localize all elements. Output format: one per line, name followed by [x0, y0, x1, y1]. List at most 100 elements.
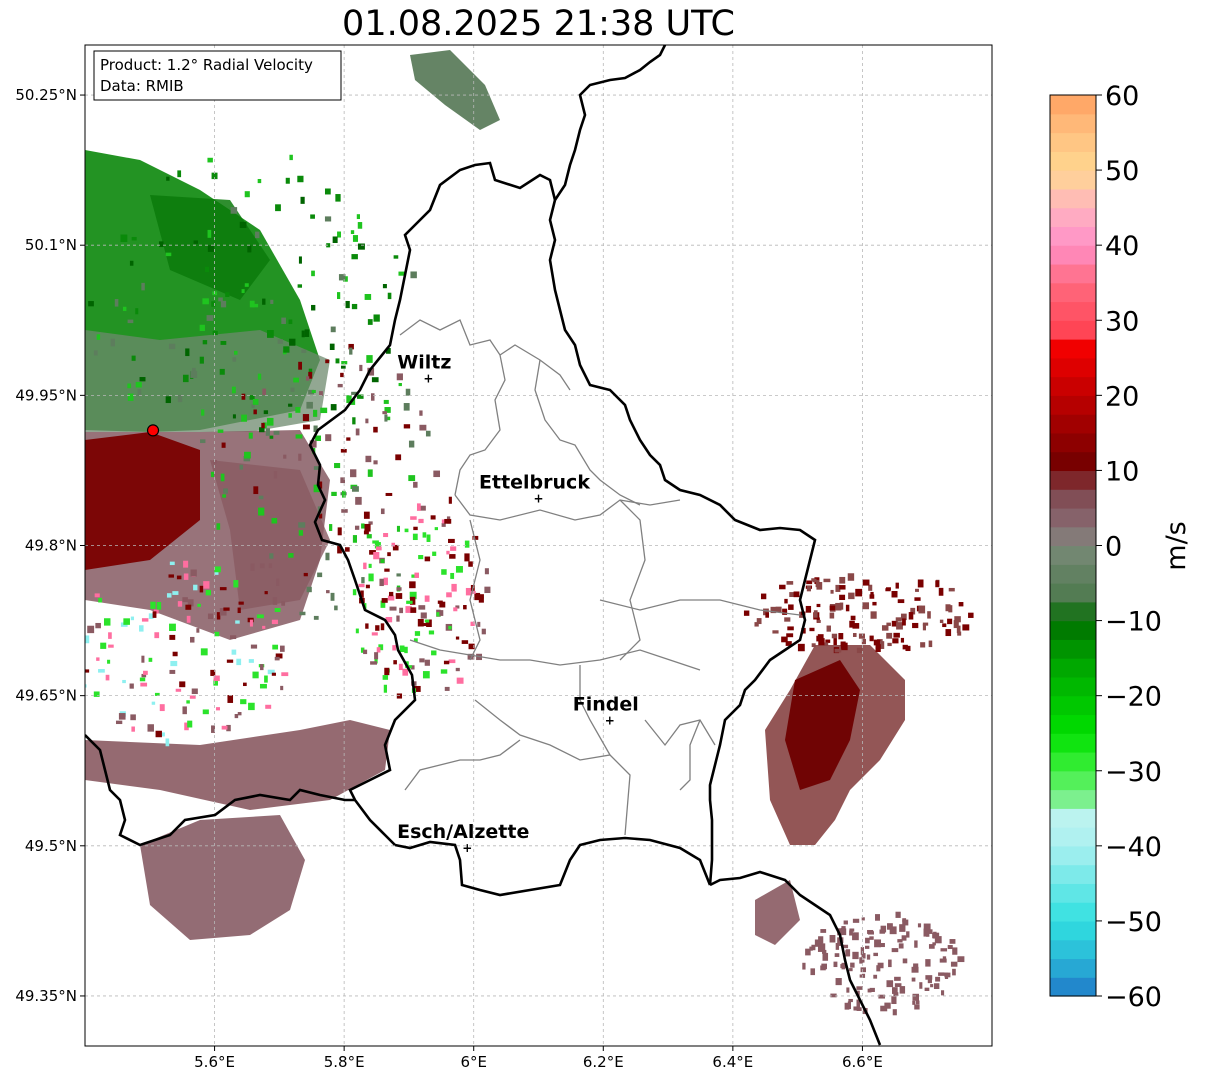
radar-echo-speckle: [301, 349, 307, 354]
radar-echo-speckle: [422, 671, 430, 679]
radar-echo-speckle: [355, 496, 362, 505]
colorbar-block: [1050, 676, 1096, 697]
radar-echo-speckle: [248, 432, 253, 439]
radar-echo-speckle: [303, 572, 308, 577]
colorbar-block: [1050, 451, 1096, 472]
radar-echo-speckle: [806, 580, 813, 585]
radar-echo-speckle: [481, 628, 486, 635]
radar-echo-speckle: [202, 340, 208, 345]
colorbar-block: [1050, 263, 1096, 284]
radar-echo-speckle: [840, 927, 845, 935]
radar-echo-speckle: [410, 665, 415, 670]
colorbar-block: [1050, 489, 1096, 509]
radar-echo-speckle: [265, 704, 272, 709]
radar-echo-speckle: [202, 709, 209, 715]
radar-echo-speckle: [252, 398, 259, 405]
radar-echo-speckle: [399, 607, 404, 614]
colorbar-tick-label: 0: [1105, 532, 1122, 563]
radar-echo-speckle: [365, 623, 369, 629]
radar-echo-speckle: [450, 546, 457, 551]
radar-echo-speckle: [439, 610, 444, 616]
radar-echo-speckle: [441, 519, 446, 524]
radar-echo-speckle: [455, 667, 460, 672]
x-tick-label: 6.2°E: [583, 1053, 624, 1071]
echo-east-core: [785, 660, 860, 790]
radar-echo-speckle: [406, 665, 412, 669]
radar-echo-speckle: [114, 299, 119, 307]
colorbar-block: [1050, 639, 1096, 659]
radar-echo-speckle: [318, 481, 323, 489]
radar-echo-speckle: [886, 980, 894, 988]
colorbar-tick-label: 60: [1105, 81, 1139, 112]
radar-echo-speckle: [382, 284, 387, 289]
radar-echo-speckle: [177, 394, 183, 403]
radar-echo-speckle: [932, 932, 940, 939]
radar-echo-speckle: [311, 270, 315, 277]
radar-echo-speckle: [821, 963, 827, 970]
radar-echo-speckle: [414, 631, 421, 636]
radar-echo-speckle: [219, 368, 225, 375]
radar-echo-speckle: [839, 576, 846, 584]
radar-echo-speckle: [169, 561, 175, 566]
radar-echo-speckle: [924, 987, 930, 991]
radar-echo-speckle: [949, 939, 956, 944]
radar-echo-speckle: [129, 683, 134, 689]
radar-echo-speckle: [428, 630, 435, 635]
radar-echo-speckle: [772, 630, 779, 634]
radar-echo-speckle: [352, 417, 356, 425]
radar-echo-speckle: [756, 618, 762, 625]
radar-echo-speckle: [413, 638, 418, 642]
radar-echo-speckle: [448, 625, 452, 630]
radar-echo-speckle: [413, 481, 418, 488]
colorbar-block: [1050, 470, 1096, 490]
radar-echo-speckle: [341, 490, 346, 498]
radar-echo-speckle: [365, 455, 372, 463]
radar-echo-speckle: [98, 597, 103, 603]
radar-echo-speckle: [231, 649, 237, 655]
radar-echo-speckle: [770, 606, 777, 614]
colorbar-block: [1050, 564, 1096, 584]
radar-echo-speckle: [335, 194, 341, 202]
radar-echo-speckle: [341, 509, 348, 513]
radar-echo-speckle: [260, 664, 264, 671]
radar-echo-speckle: [840, 642, 848, 651]
radar-echo-speckle: [954, 616, 961, 623]
radar-echo-speckle: [365, 584, 370, 589]
radar-echo-speckle: [409, 581, 416, 589]
radar-echo-speckle: [165, 738, 170, 747]
radar-echo-speckle: [135, 381, 142, 388]
radar-echo-speckle: [357, 222, 363, 229]
radar-echo-speckle: [166, 593, 172, 598]
radar-echo-speckle: [329, 524, 333, 531]
radar-echo-speckle: [862, 579, 870, 586]
y-axis-ticks: 50.25°N 50.1°N 49.95°N 49.8°N 49.65°N 49.5°N 4…: [15, 86, 85, 1005]
radar-echo-speckle: [867, 988, 872, 993]
y-tick-label: 50.1°N: [25, 236, 77, 254]
radar-echo-speckle: [302, 424, 310, 430]
radar-echo-speckle: [271, 517, 278, 524]
radar-echo-speckle: [168, 574, 174, 578]
radar-echo-speckle: [940, 948, 948, 952]
radar-echo-speckle: [211, 725, 215, 733]
radar-echo-speckle: [465, 587, 473, 596]
radar-echo-speckle: [917, 579, 924, 588]
radar-echo-speckle: [129, 260, 134, 266]
radar-echo-speckle: [869, 594, 875, 599]
radar-echo-speckle: [925, 959, 931, 967]
radar-echo-speckle: [98, 669, 105, 673]
radar-echo-speckle: [154, 692, 160, 696]
radar-echo-speckle: [895, 582, 899, 589]
radar-echo-speckle: [131, 355, 136, 361]
radar-echo-speckle: [130, 616, 135, 621]
radar-site-marker: [146, 424, 160, 437]
radar-echo-speckle: [405, 606, 412, 613]
radar-echo-speckle: [120, 234, 128, 243]
radar-echo-speckle: [205, 589, 212, 596]
radar-echo-speckle: [373, 460, 378, 465]
radar-echo-speckle: [234, 350, 238, 355]
radar-echo-speckle: [464, 540, 470, 548]
radar-echo-speckle: [352, 235, 359, 242]
radar-echo-speckle: [841, 962, 846, 970]
radar-echo-speckle: [256, 614, 264, 619]
radar-echo-speckle: [968, 612, 974, 618]
